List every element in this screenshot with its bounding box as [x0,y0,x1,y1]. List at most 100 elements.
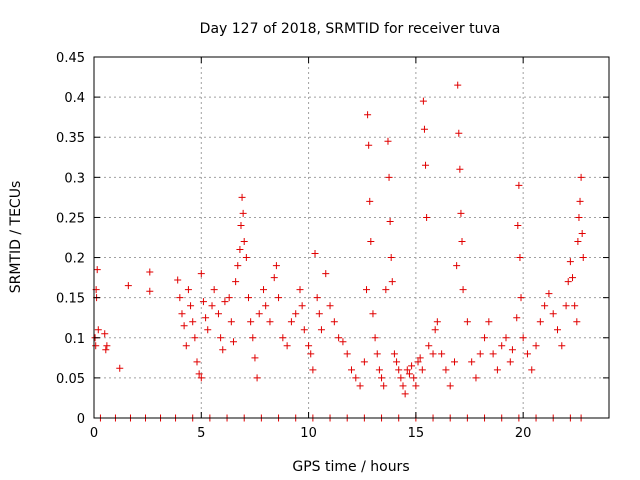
data-point [124,282,132,290]
axis-ticks: 0 5 10 15 20 0 0.05 0.1 0.15 0.2 0.25 0.3 0.35 0.4 0.4… [56,51,609,441]
data-point [458,238,466,246]
data-point [234,262,242,270]
data-point [369,310,377,318]
data-point [335,334,343,342]
data-point [508,346,516,354]
data-point [270,274,278,282]
data-point [429,350,437,358]
data-point [317,326,325,334]
data-point [476,350,484,358]
data-point [305,342,313,350]
data-point [255,310,263,318]
data-point [515,181,523,189]
data-point [420,125,428,133]
data-point [433,318,441,326]
y-tick-label: 0.45 [56,51,85,66]
data-point [399,382,407,390]
data-point [307,350,315,358]
x-tick-label: 5 [197,426,205,441]
data-point [489,350,497,358]
data-point [545,290,553,298]
data-point [425,342,433,350]
data-point [116,364,124,372]
data-point [451,358,458,366]
data-point [453,262,461,270]
data-point [221,298,229,306]
data-point [536,318,544,326]
data-point [260,286,268,294]
data-point [242,254,250,262]
data-point [253,374,261,382]
data-point [103,342,111,350]
data-point [397,374,405,382]
data-point [189,318,197,326]
data-point [238,193,246,201]
data-point [197,270,205,278]
data-point [575,213,583,221]
data-point [578,229,586,237]
data-point [309,366,317,374]
data-point [384,137,392,145]
x-tick-label: 15 [408,426,425,441]
data-point [204,326,212,334]
data-point [403,366,411,374]
data-point [431,326,439,334]
data-point [180,322,188,330]
data-point [382,286,390,294]
data-point [239,209,247,217]
data-point [330,318,338,326]
data-point [292,310,300,318]
data-point [385,173,393,181]
data-point [199,298,207,306]
data-point [279,334,287,342]
data-point [395,366,403,374]
y-tick-label: 0.25 [56,211,85,226]
data-point [566,258,574,266]
data-point [569,274,577,282]
data-point [208,302,216,310]
data-point [375,366,383,374]
data-point [418,366,426,374]
data-point [558,342,566,350]
data-point [472,374,480,382]
data-point [187,302,195,310]
data-point [386,217,394,225]
y-tick-label: 0.2 [64,252,85,267]
data-points [91,81,587,422]
data-point [178,310,186,318]
data-point [485,318,493,326]
x-axis-label: GPS time / hours [292,459,409,475]
y-tick-label: 0.15 [56,292,85,307]
data-point [210,286,218,294]
data-point [502,334,510,342]
data-point [184,286,192,294]
data-point [455,129,463,137]
data-point [283,342,291,350]
data-point [146,287,154,295]
data-point [251,354,259,362]
data-point [577,173,585,181]
data-point [549,310,557,318]
data-point [240,238,248,246]
y-tick-label: 0.1 [64,332,85,347]
data-point [401,390,409,398]
plot-frame [93,56,610,419]
data-point [541,302,549,310]
data-point [94,326,102,334]
data-point [393,358,401,366]
data-point [459,286,467,294]
data-point [579,254,587,262]
data-point [438,350,446,358]
y-tick-label: 0.4 [64,91,85,106]
data-point [380,382,388,390]
data-point [516,254,524,262]
y-tick-label: 0.3 [64,171,85,186]
data-point [387,254,395,262]
data-point [517,294,525,302]
data-point [219,346,227,354]
data-point [412,382,420,390]
grid [94,57,609,418]
data-point [247,318,255,326]
y-axis-label: SRMTID / TECUs [8,181,24,294]
